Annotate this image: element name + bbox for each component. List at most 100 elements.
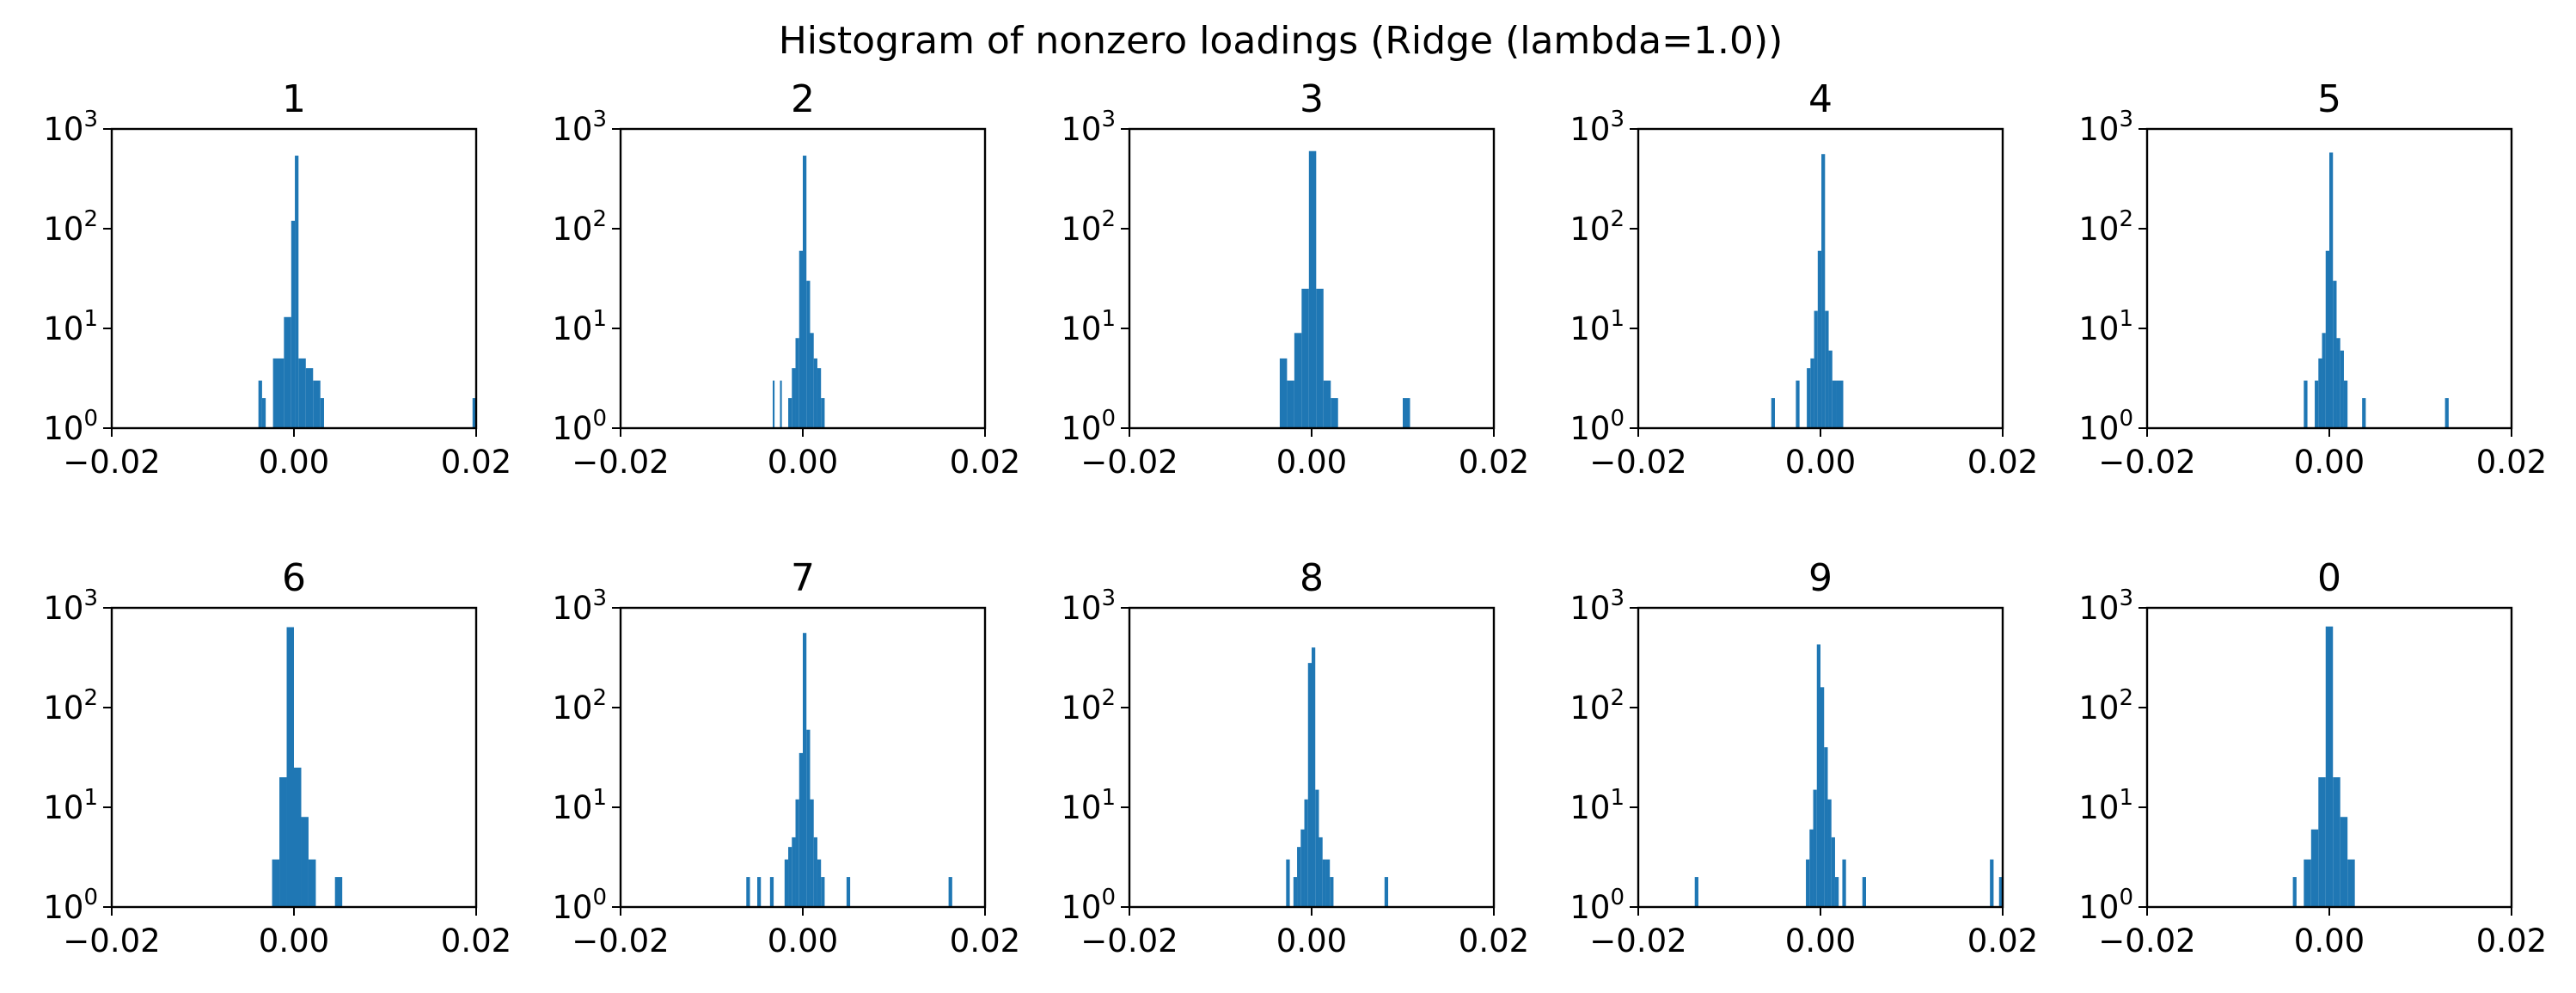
- histogram-bar: [1308, 150, 1317, 429]
- y-tick-exponent: 0: [1101, 885, 1116, 910]
- x-tick-label: −0.02: [63, 444, 160, 481]
- y-tick-exponent: 3: [1101, 585, 1116, 611]
- y-tick-exponent: 2: [1101, 206, 1116, 232]
- x-tick-label: 0.00: [259, 444, 329, 481]
- x-tick-label: 0.00: [768, 923, 838, 959]
- y-tick-exponent: 0: [2119, 406, 2133, 432]
- histogram-bar: [308, 859, 316, 907]
- y-tick-label: 102: [1061, 685, 1116, 726]
- y-tick-label: 103: [2078, 107, 2133, 148]
- subplot-title: 3: [1300, 77, 1324, 121]
- histogram-bar: [806, 280, 811, 428]
- histogram-bar: [286, 627, 294, 907]
- y-tick-label: 101: [1061, 785, 1116, 826]
- y-tick-exponent: 0: [83, 406, 98, 432]
- y-tick-base: 10: [1569, 111, 1610, 148]
- x-tick-label: −0.02: [572, 923, 669, 959]
- y-tick-base: 10: [43, 410, 83, 447]
- y-tick-exponent: 2: [592, 685, 607, 711]
- x-tick-label: 0.02: [1459, 923, 1529, 959]
- histogram-bar: [1862, 877, 1866, 907]
- histogram-bar: [1293, 877, 1298, 907]
- histogram-bar: [1384, 877, 1389, 907]
- x-tick-label: −0.02: [1589, 923, 1686, 959]
- histogram-bar: [291, 220, 296, 428]
- y-tick-label: 103: [1569, 585, 1625, 627]
- subplot-title: 5: [2317, 77, 2341, 121]
- histogram-bar: [1286, 859, 1290, 907]
- histogram-bar: [2315, 380, 2319, 428]
- x-tick-label: −0.02: [1080, 923, 1178, 959]
- y-tick-exponent: 2: [592, 206, 607, 232]
- subplot-title: 6: [282, 556, 306, 600]
- x-tick-label: −0.02: [2098, 444, 2195, 481]
- y-tick-label: 100: [552, 885, 607, 926]
- y-tick-label: 101: [43, 785, 98, 826]
- y-tick-base: 10: [1569, 889, 1610, 926]
- y-tick-base: 10: [2078, 211, 2119, 248]
- y-tick-exponent: 2: [2119, 206, 2133, 232]
- y-tick-base: 10: [1061, 410, 1101, 447]
- histogram-bar: [813, 358, 817, 428]
- histogram-bar: [1331, 398, 1338, 428]
- histogram-bar: [1809, 829, 1814, 907]
- histogram-bar: [2340, 817, 2348, 907]
- y-tick-exponent: 3: [592, 585, 607, 611]
- y-tick-base: 10: [43, 889, 83, 926]
- x-tick-label: 0.02: [950, 923, 1020, 959]
- x-tick-label: −0.02: [63, 923, 160, 959]
- y-tick-label: 100: [1061, 885, 1116, 926]
- y-tick-exponent: 1: [592, 785, 607, 811]
- histogram-bar: [1827, 799, 1832, 907]
- y-tick-base: 10: [2078, 789, 2119, 826]
- histogram-bar: [2325, 250, 2329, 428]
- histogram-bar: [305, 368, 314, 428]
- y-tick-label: 100: [2078, 406, 2133, 447]
- y-tick-exponent: 1: [2119, 785, 2133, 811]
- x-tick-label: −0.02: [1080, 444, 1178, 481]
- x-tick-label: 0.00: [1276, 923, 1347, 959]
- histogram-bar: [2333, 280, 2337, 428]
- histogram-bar: [1813, 789, 1817, 907]
- y-tick-base: 10: [552, 211, 592, 248]
- y-tick-base: 10: [2078, 410, 2119, 447]
- x-tick-label: 0.00: [1785, 444, 1856, 481]
- y-tick-exponent: 0: [592, 406, 607, 432]
- y-tick-label: 101: [2078, 306, 2133, 347]
- y-tick-base: 10: [1061, 789, 1101, 826]
- histogram-bar: [1771, 398, 1775, 428]
- histogram-bar: [2333, 777, 2340, 907]
- histogram-bar: [821, 398, 825, 428]
- histogram-bar: [2318, 777, 2326, 907]
- y-tick-base: 10: [552, 690, 592, 726]
- y-tick-exponent: 1: [83, 785, 98, 811]
- x-tick-label: −0.02: [1589, 444, 1686, 481]
- histogram-bar: [795, 338, 799, 428]
- y-tick-label: 101: [552, 306, 607, 347]
- y-tick-exponent: 2: [1101, 685, 1116, 711]
- y-tick-exponent: 3: [1610, 585, 1625, 611]
- histogram-bar: [1319, 837, 1323, 907]
- histogram-bar: [817, 859, 822, 907]
- y-tick-base: 10: [43, 111, 83, 148]
- histogram-bar: [1821, 154, 1826, 428]
- y-tick-base: 10: [552, 789, 592, 826]
- histogram-bar: [1842, 859, 1846, 907]
- histogram-bar: [773, 380, 775, 428]
- subplot-title: 1: [282, 77, 306, 121]
- figure-suptitle: Histogram of nonzero loadings (Ridge (la…: [779, 19, 1784, 63]
- histogram-bar: [769, 877, 774, 907]
- y-tick-exponent: 3: [592, 107, 607, 132]
- x-tick-label: 0.00: [259, 923, 329, 959]
- y-tick-label: 101: [43, 306, 98, 347]
- histogram-bar: [320, 398, 324, 428]
- y-tick-label: 101: [1061, 306, 1116, 347]
- histogram-bar: [1990, 859, 1994, 907]
- histogram-bar: [1403, 398, 1410, 428]
- y-tick-exponent: 2: [83, 206, 98, 232]
